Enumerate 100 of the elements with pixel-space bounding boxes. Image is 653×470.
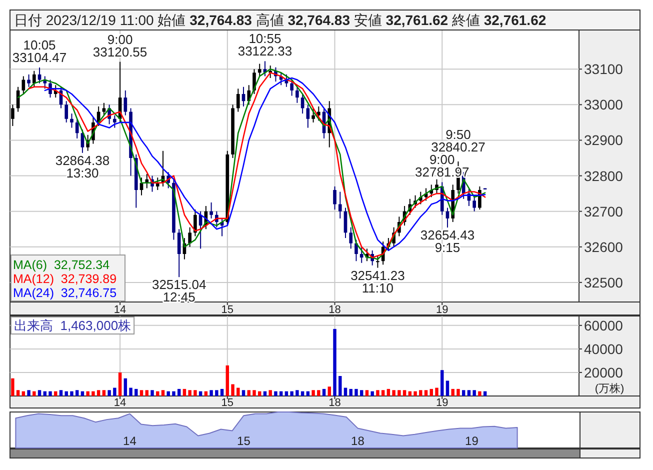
bar bbox=[11, 378, 14, 396]
bar bbox=[86, 391, 90, 396]
annotation: 32654.43 9:15 bbox=[420, 228, 475, 256]
bar bbox=[102, 390, 106, 396]
annotation: 10:05 33104.47 bbox=[12, 38, 67, 66]
bar bbox=[108, 390, 111, 396]
bar bbox=[296, 390, 299, 396]
bar bbox=[322, 388, 326, 396]
bar bbox=[161, 390, 165, 396]
bar bbox=[124, 378, 128, 396]
bar bbox=[472, 390, 476, 396]
bar bbox=[70, 391, 74, 396]
bar bbox=[129, 388, 132, 396]
bar bbox=[435, 388, 438, 396]
bar bbox=[38, 390, 42, 396]
legend: MA(6) 32,752.34 MA(12) 32,739.89 MA(24) 32,746.75 bbox=[10, 254, 126, 302]
annotation: 9:50 32840.27 bbox=[431, 127, 486, 155]
bar bbox=[467, 390, 471, 396]
bar bbox=[96, 390, 100, 396]
y-tick-label: 32800 bbox=[584, 168, 624, 184]
annotation: 9:00 33120.55 bbox=[92, 32, 148, 60]
bar bbox=[226, 365, 230, 396]
bar bbox=[462, 390, 466, 396]
x-tick-label: 18 bbox=[351, 434, 365, 448]
bar bbox=[113, 388, 116, 396]
x-tick-label: 18 bbox=[328, 397, 341, 409]
bar bbox=[236, 388, 240, 396]
bar bbox=[140, 390, 144, 396]
bar bbox=[134, 388, 138, 396]
bar bbox=[402, 390, 406, 396]
y-tick-label: 33100 bbox=[584, 61, 624, 78]
bar bbox=[456, 388, 460, 396]
bar bbox=[166, 391, 170, 396]
bar bbox=[365, 390, 369, 396]
bar bbox=[317, 390, 320, 396]
bar bbox=[478, 391, 482, 396]
bar bbox=[59, 390, 63, 396]
bar bbox=[451, 388, 454, 396]
bar bbox=[27, 390, 30, 396]
bar bbox=[274, 391, 278, 396]
bar bbox=[145, 390, 148, 396]
bar bbox=[252, 390, 256, 396]
bar bbox=[381, 390, 385, 396]
bar bbox=[194, 390, 197, 396]
bar bbox=[328, 386, 331, 396]
bar bbox=[210, 390, 213, 396]
annotation: 32515.04 12:45 bbox=[152, 277, 206, 305]
bar bbox=[150, 390, 154, 396]
bar bbox=[430, 388, 433, 396]
x-tick-label: 19 bbox=[436, 304, 448, 316]
y-tick-label: 40000 bbox=[584, 340, 624, 357]
bar bbox=[268, 390, 272, 396]
bar bbox=[414, 391, 417, 396]
bar bbox=[172, 391, 176, 396]
bar bbox=[247, 390, 250, 396]
bar bbox=[242, 390, 246, 396]
bar bbox=[360, 390, 364, 396]
bar bbox=[398, 390, 401, 396]
bar bbox=[354, 388, 358, 396]
header: 日付 2023/12/19 11:00 始値 32,764.83 高値 32,764.83 安値 32,761.62 終値 32,761.62 bbox=[10, 10, 640, 30]
annotation: 32541.23 11:10 bbox=[350, 268, 405, 296]
x-tick-label: 15 bbox=[221, 397, 234, 409]
bar bbox=[376, 390, 380, 396]
bar bbox=[92, 391, 95, 396]
bar bbox=[75, 390, 79, 396]
bar bbox=[424, 390, 428, 396]
x-tick-label: 15 bbox=[221, 304, 234, 316]
bar bbox=[344, 388, 348, 396]
x-tick-label: 18 bbox=[328, 304, 341, 316]
bar bbox=[188, 390, 192, 396]
annotation: 10:55 33122.33 bbox=[238, 31, 292, 59]
y-tick-label: 32900 bbox=[584, 132, 624, 148]
y-tick-label: 32700 bbox=[584, 203, 624, 220]
bar bbox=[392, 390, 396, 396]
bar bbox=[349, 388, 352, 396]
x-tick-label: 14 bbox=[123, 434, 137, 448]
bar bbox=[48, 391, 52, 396]
bar bbox=[370, 391, 374, 396]
title-box: 出来高 1,463,000株 bbox=[10, 316, 135, 334]
chart-title: 日付 2023/12/19 11:00 始値 32,764.83 高値 32,764.83 安値 32,761.62 終値 32,761.62 bbox=[14, 12, 546, 28]
bar bbox=[182, 388, 186, 396]
bar bbox=[177, 388, 181, 396]
bar bbox=[215, 390, 218, 396]
bar bbox=[440, 370, 444, 396]
bar bbox=[419, 390, 422, 396]
y-tick-label: 32500 bbox=[584, 274, 624, 290]
x-tick-label: 14 bbox=[114, 397, 126, 409]
annotation: 32864.38 13:30 bbox=[55, 152, 110, 180]
y-tick-label: 33000 bbox=[584, 96, 624, 113]
chart-title: 出来高 1,463,000株 bbox=[14, 318, 132, 333]
bar bbox=[338, 376, 342, 396]
bar bbox=[312, 390, 315, 396]
bar bbox=[446, 380, 450, 396]
bar bbox=[231, 384, 234, 396]
y-tick-label: 60000 bbox=[584, 317, 624, 334]
bar bbox=[118, 372, 122, 396]
bar bbox=[333, 328, 336, 396]
bar bbox=[16, 390, 20, 396]
y-axis-title: (万株) bbox=[594, 382, 624, 395]
bar bbox=[32, 391, 36, 396]
